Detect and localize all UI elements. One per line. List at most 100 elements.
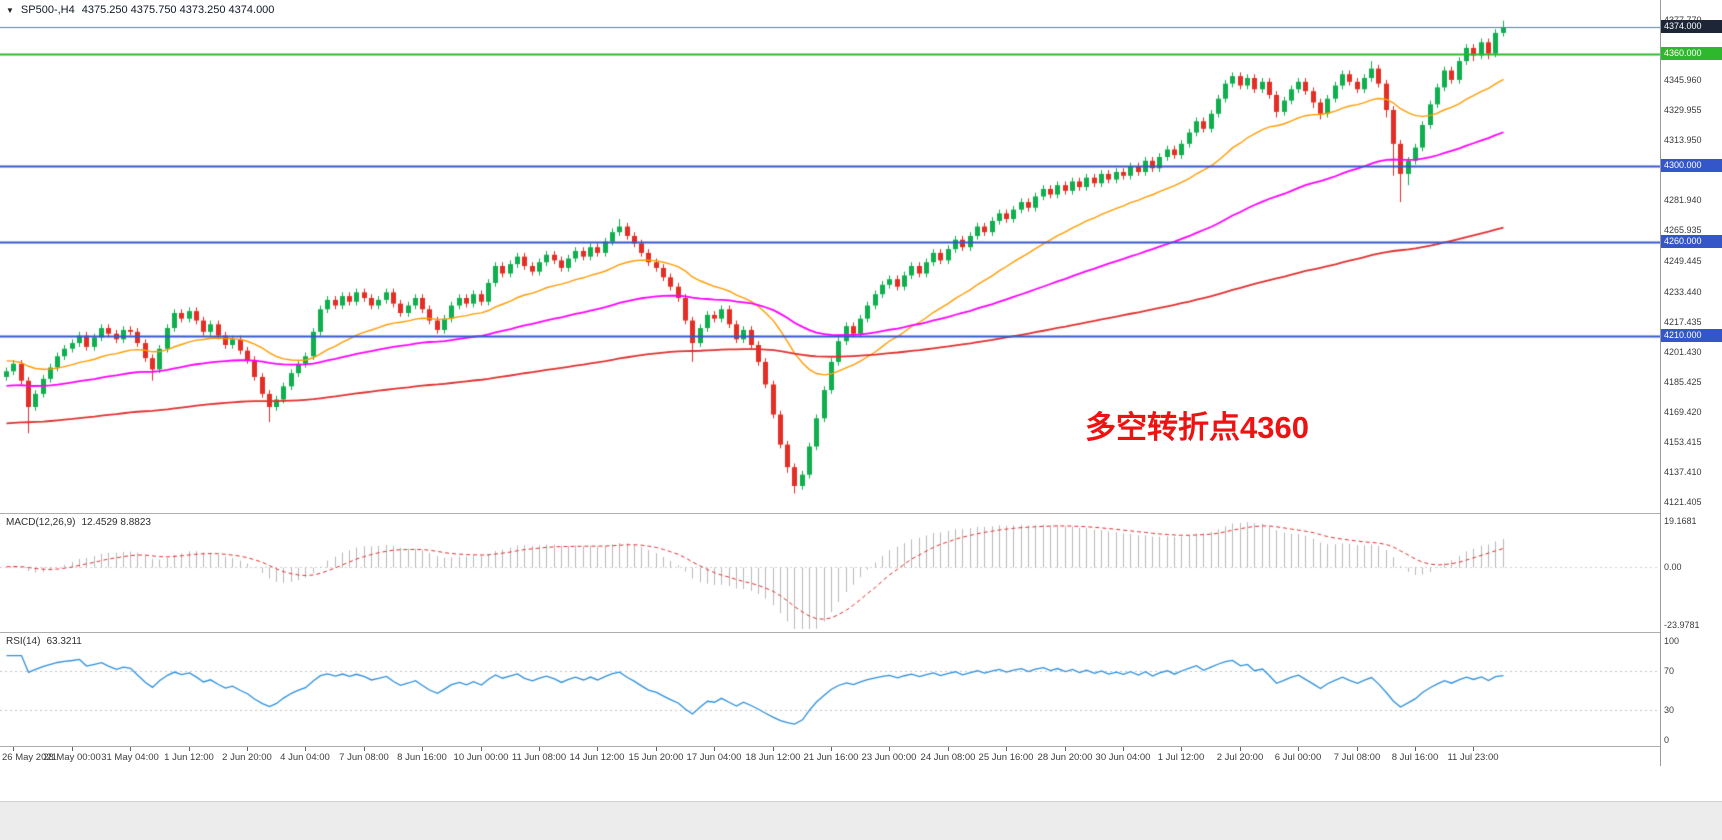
- time-axis-tick: [539, 747, 540, 751]
- macd-axis-min: -23.9781: [1664, 620, 1700, 630]
- time-axis-label: 11 Jun 08:00: [511, 752, 567, 763]
- time-axis-tick: [130, 747, 131, 751]
- price-level-box: 4360.000: [1661, 46, 1722, 60]
- time-axis-tick: [247, 747, 248, 751]
- time-axis-label: 11 Jul 23:00: [1447, 752, 1499, 763]
- price-axis-label: 4265.935: [1664, 225, 1702, 236]
- time-axis-label: 24 Jun 08:00: [920, 752, 976, 763]
- rsi-axis-label: 100: [1664, 636, 1680, 646]
- time-axis-label: 21 Jun 16:00: [803, 752, 859, 763]
- price-axis-label: 4185.425: [1664, 376, 1702, 387]
- price-axis-label: 4329.955: [1664, 105, 1702, 116]
- macd-indicator-name: MACD(12,26,9): [6, 517, 76, 528]
- price-axis-label: 4121.405: [1664, 497, 1702, 508]
- time-axis-tick: [1123, 747, 1124, 751]
- time-axis-label: 2 Jun 20:00: [222, 752, 272, 763]
- panel-separator[interactable]: [0, 513, 1722, 514]
- time-axis-tick: [656, 747, 657, 751]
- macd-axis-max: 19.1681: [1664, 516, 1697, 526]
- time-axis-label: 25 Jun 16:00: [978, 752, 1034, 763]
- time-axis-tick: [1473, 747, 1474, 751]
- time-axis-tick: [1357, 747, 1358, 751]
- time-axis-label: 7 Jul 08:00: [1333, 752, 1381, 763]
- price-axis-label: 4153.415: [1664, 436, 1702, 447]
- price-axis-label: 4345.960: [1664, 74, 1702, 85]
- price-axis-label: 4377.770: [1664, 15, 1702, 26]
- time-axis-label: 7 Jun 08:00: [339, 752, 389, 763]
- time-axis-tick: [189, 747, 190, 751]
- annotation-text: 多空转折点4360: [1085, 410, 1309, 445]
- time-axis-label: 6 Jul 00:00: [1274, 752, 1322, 763]
- price-level-box: 4210.000: [1661, 328, 1722, 342]
- rsi-label: RSI(14) 63.3211: [6, 636, 88, 647]
- time-axis-label: 18 Jun 12:00: [745, 752, 801, 763]
- time-axis-label: 23 Jun 00:00: [861, 752, 917, 763]
- time-axis-label: 28 May 00:00: [43, 752, 101, 763]
- macd-chart-canvas[interactable]: [0, 514, 1660, 632]
- price-level-box: 4300.000: [1661, 159, 1722, 173]
- price-axis-label: 4281.940: [1664, 195, 1702, 206]
- price-axis-label: 4249.445: [1664, 256, 1702, 267]
- time-axis-label: 4 Jun 04:00: [280, 752, 330, 763]
- time-axis-tick: [422, 747, 423, 751]
- time-axis-label: 2 Jul 20:00: [1216, 752, 1264, 763]
- price-axis-label: 4217.435: [1664, 316, 1702, 327]
- time-axis-tick: [714, 747, 715, 751]
- panel-separator[interactable]: [0, 632, 1722, 633]
- time-axis-tick: [1065, 747, 1066, 751]
- bottom-bar: [0, 801, 1722, 840]
- time-axis-tick: [1415, 747, 1416, 751]
- rsi-indicator-name: RSI(14): [6, 636, 41, 647]
- chart-header: ▼ SP500-,H4 4375.250 4375.750 4373.250 4…: [6, 4, 274, 16]
- time-axis-label: 8 Jun 16:00: [397, 752, 447, 763]
- time-axis-tick: [831, 747, 832, 751]
- time-axis-label: 26 May 2021: [2, 752, 57, 763]
- time-axis-tick: [948, 747, 949, 751]
- price-axis-label: 4313.950: [1664, 135, 1702, 146]
- one-click-trading-toggle-icon[interactable]: ▼: [6, 5, 14, 15]
- macd-axis-zero: 0.00: [1664, 561, 1682, 572]
- time-axis-tick: [72, 747, 73, 751]
- time-axis-tick: [1298, 747, 1299, 751]
- time-axis-label: 10 Jun 00:00: [453, 752, 509, 763]
- price-level-box: 4260.000: [1661, 234, 1722, 248]
- price-axis-label: 4233.440: [1664, 286, 1702, 297]
- price-chart-canvas[interactable]: [0, 0, 1660, 513]
- rsi-axis-label: 70: [1664, 665, 1675, 676]
- panel-separator: [0, 746, 1722, 747]
- price-axis[interactable]: 4377.770 4345.960 4329.955 4313.950 4281.940…: [1660, 0, 1722, 766]
- time-axis[interactable]: 26 May 2021 28 May 00:00 31 May 04:00 1 Jun…: [0, 747, 1660, 766]
- bar-ohlc-values: 4375.250 4375.750 4373.250 4374.000: [81, 4, 275, 16]
- time-axis-tick: [305, 747, 306, 751]
- rsi-axis-label: 30: [1664, 705, 1675, 716]
- time-axis-tick: [773, 747, 774, 751]
- macd-indicator-values: 12.4529 8.8823: [81, 517, 151, 528]
- time-axis-tick: [597, 747, 598, 751]
- time-axis-tick: [364, 747, 365, 751]
- time-axis-label: 1 Jun 12:00: [164, 752, 214, 763]
- current-price-box: 4374.000: [1661, 20, 1722, 34]
- time-axis-tick: [13, 747, 14, 751]
- time-axis-label: 14 Jun 12:00: [569, 752, 625, 763]
- time-axis-tick: [1006, 747, 1007, 751]
- price-axis-label: 4169.420: [1664, 406, 1702, 417]
- time-axis-label: 30 Jun 04:00: [1095, 752, 1151, 763]
- time-axis-label: 31 May 04:00: [101, 752, 159, 763]
- time-axis-label: 15 Jun 20:00: [628, 752, 684, 763]
- time-axis-label: 28 Jun 20:00: [1037, 752, 1093, 763]
- time-axis-label: 8 Jul 16:00: [1391, 752, 1439, 763]
- time-axis-tick: [481, 747, 482, 751]
- rsi-axis-label: 0: [1664, 735, 1670, 745]
- time-axis-tick: [1240, 747, 1241, 751]
- time-axis-label: 1 Jul 12:00: [1157, 752, 1205, 763]
- macd-label: MACD(12,26,9) 12.4529 8.8823: [6, 517, 157, 528]
- price-axis-label: 4137.410: [1664, 467, 1702, 478]
- time-axis-label: 17 Jun 04:00: [686, 752, 742, 763]
- rsi-chart-canvas[interactable]: [0, 633, 1660, 746]
- price-axis-label: 4201.430: [1664, 346, 1702, 357]
- symbol-period-label: SP500-,H4: [20, 4, 75, 16]
- rsi-indicator-value: 63.3211: [46, 636, 82, 647]
- time-axis-tick: [889, 747, 890, 751]
- time-axis-tick: [1181, 747, 1182, 751]
